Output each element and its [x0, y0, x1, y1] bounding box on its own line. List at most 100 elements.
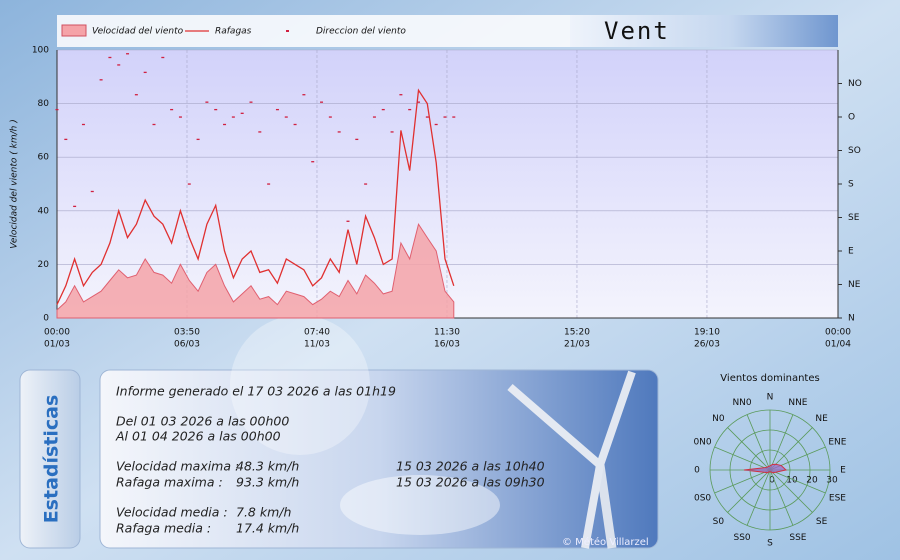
rose-direction-label: NN0: [732, 398, 751, 408]
direction-point: [258, 131, 262, 133]
rose-spoke: [714, 446, 771, 471]
direction-point: [134, 94, 138, 96]
plot-area: [57, 50, 838, 318]
x-tick-date: 01/04: [825, 340, 851, 350]
rose-direction-label: SSE: [789, 533, 806, 543]
stats-to: Al 01 04 2026 a las 00h00: [115, 429, 281, 444]
direction-point: [320, 101, 324, 103]
direction-point: [161, 56, 165, 59]
rose-tick-label: 30: [826, 476, 838, 486]
turbine-decoration: [230, 315, 636, 549]
direction-point: [170, 108, 174, 111]
direction-point: [64, 138, 68, 141]
rose-spoke: [727, 469, 771, 513]
x-tick-date: 11/03: [304, 340, 330, 350]
direction-point: [417, 101, 421, 103]
rose-shape: [743, 463, 788, 474]
rose-spoke: [746, 414, 771, 471]
direction-point: [337, 131, 341, 133]
x-tick-label: 03:50: [174, 328, 200, 338]
stats-label: Rafaga maxima :: [116, 475, 223, 490]
rose-spoke: [769, 469, 826, 494]
legend-swatch: [61, 24, 87, 37]
x-tick-date: 26/03: [694, 340, 720, 350]
direction-point: [108, 56, 112, 59]
legend-label: Velocidad del viento: [92, 27, 184, 37]
x-tick-date: 21/03: [564, 340, 590, 350]
y2-tick-label: NO: [848, 79, 862, 89]
stats-date: 15 03 2026 a las 09h30: [396, 475, 545, 490]
x-tick-label: 07:40: [304, 328, 330, 338]
rose-direction-label: S0: [713, 517, 725, 527]
direction-point: [284, 116, 288, 118]
rose-direction-label: 0N0: [693, 438, 711, 448]
direction-point: [302, 94, 306, 96]
legend-label: Direccion del viento: [316, 27, 406, 37]
rose-tick-label: 0: [769, 476, 775, 486]
x-tick-label: 11:30: [434, 328, 460, 338]
rose-spoke: [727, 427, 771, 471]
rose-direction-label: S: [767, 539, 773, 549]
stats-label: Velocidad media :: [116, 505, 228, 520]
direction-point: [143, 71, 147, 74]
direction-point: [231, 116, 235, 118]
y-tick-label: 80: [38, 99, 50, 109]
legend-swatch: [286, 30, 289, 32]
x-tick-label: 00:00: [44, 328, 70, 338]
direction-point: [452, 116, 456, 118]
direction-point: [408, 108, 412, 111]
y-tick-label: 60: [38, 153, 50, 163]
stats-value: 17.4 km/h: [236, 521, 299, 536]
direction-point: [178, 116, 182, 118]
direction-point: [249, 101, 253, 103]
rose-spoke: [769, 469, 794, 526]
rose-direction-label: 0S0: [694, 493, 711, 503]
stats-from: Del 01 03 2026 a las 00h00: [116, 414, 289, 429]
direction-point: [240, 112, 244, 114]
direction-point: [275, 108, 279, 111]
direction-point: [434, 123, 438, 126]
direction-point: [99, 79, 103, 81]
stats-tab: [19, 369, 81, 549]
y2-tick-label: SE: [848, 213, 860, 223]
y2-tick-label: NE: [848, 280, 861, 290]
x-tick-date: 06/03: [174, 340, 200, 350]
rose-direction-label: ENE: [828, 438, 846, 448]
rose-spoke: [769, 469, 813, 513]
direction-point: [364, 183, 368, 185]
rose-direction-label: SS0: [733, 533, 750, 543]
x-tick-date: 01/03: [44, 340, 70, 350]
stats-value: 7.8 km/h: [236, 505, 291, 520]
chart-title: Vent: [604, 17, 670, 45]
y-tick-label: 100: [32, 46, 49, 56]
y2-tick-label: O: [848, 113, 855, 123]
rose-spoke: [714, 469, 771, 494]
rose-direction-label: NE: [815, 414, 828, 424]
stats-generated: Informe generado el 17 03 2026 a las 01h…: [116, 384, 396, 399]
rose-direction-label: N0: [712, 414, 725, 424]
y2-tick-label: S: [848, 180, 854, 190]
direction-point: [152, 123, 156, 126]
stats-panel: [99, 369, 659, 549]
direction-point: [196, 138, 200, 141]
direction-point: [372, 116, 376, 118]
legend-label: Rafagas: [215, 27, 252, 37]
direction-point: [346, 220, 350, 222]
direction-point: [355, 138, 359, 141]
y2-tick-label: E: [848, 247, 854, 257]
stats-date: 15 03 2026 a las 10h40: [396, 459, 545, 474]
y-tick-label: 0: [43, 314, 49, 324]
stats-value: 48.3 km/h: [236, 459, 299, 474]
stats-title: Estadísticas: [41, 395, 63, 524]
y-tick-label: 40: [38, 206, 50, 216]
direction-point: [293, 123, 297, 126]
rose-direction-label: N: [767, 393, 774, 403]
credit: © Météo Villarzel: [562, 536, 649, 548]
x-tick-label: 00:00: [825, 328, 851, 338]
direction-point: [81, 123, 85, 126]
direction-point: [55, 108, 59, 111]
direction-point: [328, 116, 332, 118]
direction-point: [187, 183, 191, 185]
direction-point: [443, 116, 447, 118]
